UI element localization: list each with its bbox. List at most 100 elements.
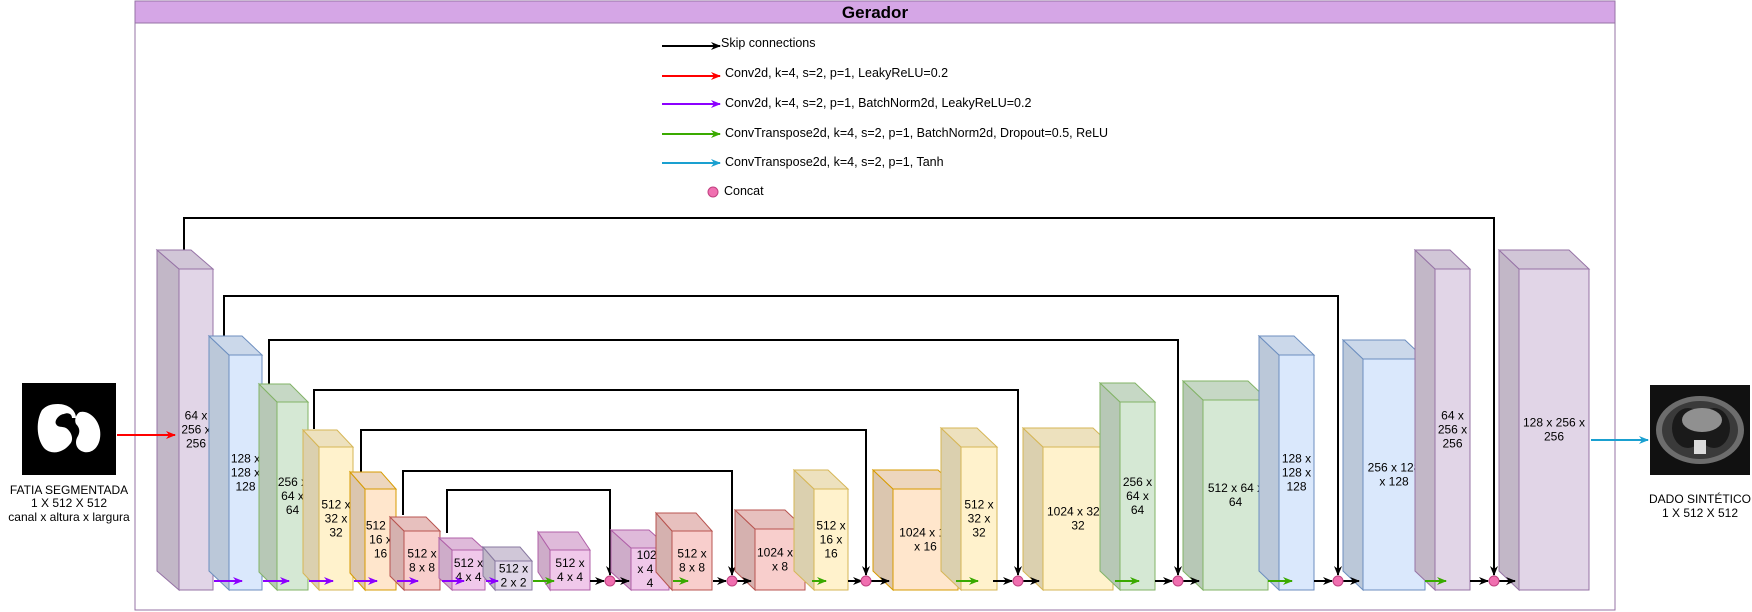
concat-node bbox=[1488, 575, 1500, 587]
concat-node bbox=[1012, 575, 1024, 587]
title-bar bbox=[134, 0, 1616, 24]
block-label: 16 bbox=[824, 547, 838, 561]
block-label: 8 x 8 bbox=[409, 561, 435, 575]
block-label: 128 x 256 x bbox=[1523, 416, 1585, 430]
block-e4: 512 x32 x32 bbox=[301, 428, 355, 592]
concat-node bbox=[860, 575, 872, 587]
block-label: 64 bbox=[1229, 495, 1243, 509]
concat-node bbox=[604, 575, 616, 587]
concat-node bbox=[1172, 575, 1184, 587]
block-e6: 512 x8 x 8 bbox=[388, 515, 442, 592]
block-label: 32 bbox=[329, 526, 343, 540]
output-image bbox=[1650, 385, 1750, 475]
block-d4: 512 x32 x32 bbox=[939, 426, 999, 592]
block-label: 64 x bbox=[1441, 409, 1464, 423]
block-label: 64 bbox=[286, 503, 300, 517]
block-label: 8 x 8 bbox=[679, 561, 705, 575]
block-e3: 256 x64 x64 bbox=[257, 382, 310, 592]
skip-connection-line bbox=[183, 217, 1498, 576]
block-label: 512 x bbox=[499, 562, 528, 576]
block-label: 2 x 2 bbox=[500, 576, 526, 590]
block-front-face bbox=[1119, 401, 1156, 591]
block-label: 512 x bbox=[366, 519, 395, 533]
skip-connections bbox=[183, 217, 1498, 576]
block-b: 512 x2 x 2 bbox=[481, 545, 534, 592]
block-label: 256 x 128 bbox=[1368, 461, 1421, 475]
operation-arrows bbox=[117, 431, 1649, 587]
block-label: 128 bbox=[235, 480, 255, 494]
block-d1: 512 x4 x 4 bbox=[537, 530, 591, 592]
skip-connection-line bbox=[446, 489, 614, 576]
block-label: 64 x bbox=[185, 409, 208, 423]
block-label: 512 x bbox=[454, 556, 483, 570]
diagram-title: Gerador bbox=[842, 3, 909, 22]
legend-conv-bn-label: Conv2d, k=4, s=2, p=1, BatchNorm2d, Leak… bbox=[725, 96, 1031, 110]
input-image bbox=[22, 383, 116, 475]
block-label: 256 x bbox=[278, 475, 307, 489]
block-d2: 512 x8 x 8 bbox=[654, 511, 714, 592]
block-label: 1024 x 8 bbox=[757, 546, 803, 560]
block-front-face bbox=[1278, 354, 1315, 591]
block-c5: 512 x 64 x64 bbox=[1181, 379, 1270, 592]
block-label: 512 x bbox=[964, 498, 993, 512]
block-side-face bbox=[258, 382, 278, 592]
skip-connection-line bbox=[268, 339, 1182, 576]
legend-concat-dot bbox=[707, 186, 719, 198]
block-label: 64 bbox=[1131, 503, 1145, 517]
block-label: 512 x 64 x bbox=[1208, 481, 1263, 495]
block-d3: 512 x16 x16 bbox=[792, 468, 850, 592]
block-side-face bbox=[302, 428, 320, 592]
skip-connection-line bbox=[360, 429, 870, 576]
block-side-face bbox=[1182, 379, 1204, 592]
block-e5: 512 x16 x16 bbox=[348, 470, 398, 592]
block-side-face bbox=[1498, 248, 1520, 592]
input-caption-1: FATIA SEGMENTADA bbox=[10, 483, 128, 497]
block-label: 256 x bbox=[1123, 475, 1152, 489]
concat-node bbox=[726, 575, 738, 587]
skip-connection-line bbox=[313, 389, 1022, 576]
block-front-face bbox=[178, 268, 214, 591]
block-side-face bbox=[793, 468, 815, 592]
legend-skip-label: Skip connections bbox=[721, 36, 816, 50]
block-label: 64 x bbox=[1126, 489, 1149, 503]
block-label: 256 bbox=[1442, 437, 1462, 451]
block-label: 128 x bbox=[231, 452, 260, 466]
block-label: x 16 bbox=[914, 540, 937, 554]
output-caption-2: 1 X 512 X 512 bbox=[1662, 506, 1738, 520]
block-front-face bbox=[318, 446, 354, 591]
block-label: 4 bbox=[647, 576, 654, 590]
block-label: 512 x bbox=[407, 547, 436, 561]
input-caption-2: 1 X 512 X 512 bbox=[31, 496, 107, 510]
block-label: 512 x bbox=[677, 547, 706, 561]
block-side-face bbox=[1414, 248, 1436, 592]
block-d5: 256 x64 x64 bbox=[1098, 381, 1157, 592]
legend: Skip connections Conv2d, k=4, s=2, p=1, … bbox=[662, 36, 1108, 198]
block-e7: 512 x4 x 4 bbox=[437, 536, 487, 592]
block-label: 32 x bbox=[325, 512, 348, 526]
block-label: x 8 bbox=[772, 560, 788, 574]
block-front-face bbox=[813, 488, 849, 591]
concat-node bbox=[1332, 575, 1344, 587]
block-label: 32 bbox=[972, 526, 986, 540]
block-label: 256 bbox=[186, 437, 206, 451]
block-label: 4 x 4 bbox=[557, 570, 583, 584]
block-side-face bbox=[1022, 426, 1044, 592]
block-label: 32 x bbox=[968, 512, 991, 526]
block-side-face bbox=[940, 426, 962, 592]
block-label: 256 x bbox=[181, 423, 210, 437]
block-label: 256 x bbox=[1438, 423, 1467, 437]
block-label: 128 x bbox=[1282, 452, 1311, 466]
block-label: 128 x bbox=[1282, 466, 1311, 480]
block-side-face bbox=[349, 470, 366, 592]
block-front-face bbox=[1518, 268, 1590, 591]
block-side-face bbox=[1099, 381, 1121, 592]
legend-concat-label: Concat bbox=[724, 184, 764, 198]
